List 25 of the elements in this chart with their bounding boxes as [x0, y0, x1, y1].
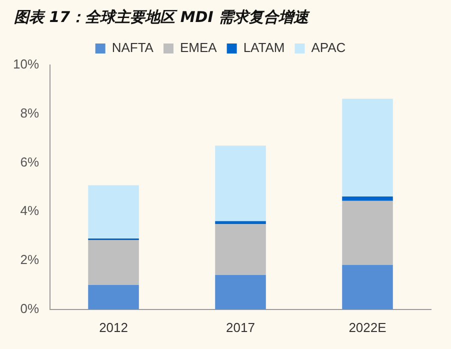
legend-label: LATAM	[243, 40, 285, 56]
y-tick-label: 0%	[20, 300, 40, 316]
bar	[88, 284, 139, 310]
x-tick-label: 2017	[226, 320, 255, 335]
legend-label: EMEA	[180, 40, 218, 56]
bar	[215, 146, 266, 222]
x-tick-label: 2022E	[348, 320, 387, 335]
bar	[215, 224, 266, 275]
bar	[342, 264, 393, 310]
x-tick-label: 2012	[99, 320, 128, 335]
y-tick-label: 2%	[20, 252, 40, 268]
y-tick-label: 4%	[20, 203, 40, 218]
bar	[215, 221, 266, 224]
bar	[342, 196, 393, 201]
bar	[88, 185, 139, 239]
y-tick-label: 10%	[12, 56, 40, 72]
legend-label: NAFTA	[112, 40, 154, 56]
legend-label: APAC	[311, 40, 346, 56]
bar	[88, 240, 139, 285]
bar	[342, 200, 393, 265]
y-tick-label: 6%	[20, 154, 40, 170]
bar	[342, 98, 393, 196]
bar	[215, 274, 266, 310]
y-tick-label: 8%	[20, 105, 40, 120]
chart-title: 图表 17：全球主要地区 MDI 需求复合增速	[13, 7, 311, 28]
